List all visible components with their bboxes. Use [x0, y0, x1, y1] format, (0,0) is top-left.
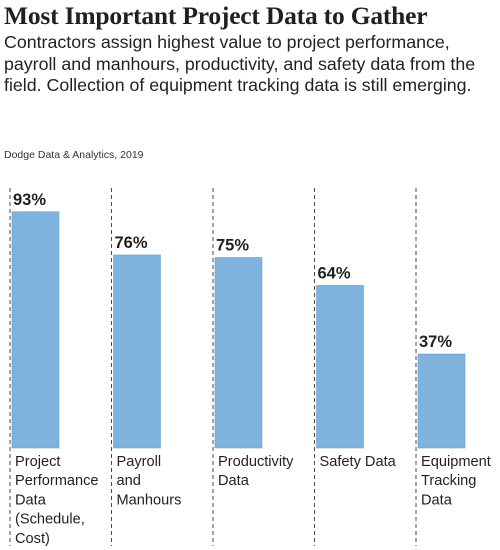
bar-2	[113, 254, 161, 449]
category-label: Equipment Tracking Data	[421, 454, 491, 508]
category-label-line: Tracking	[421, 473, 476, 489]
category-label-line: Data	[15, 492, 47, 508]
category-label-line: and	[117, 473, 141, 489]
category-label-line: Project	[15, 454, 60, 470]
category-label-line: Performance	[15, 473, 99, 489]
category-label-line: Data	[421, 492, 453, 508]
category-label: Safety Data	[320, 454, 397, 470]
value-label: 76%	[115, 234, 148, 252]
category-label: Payroll and Manhours	[117, 454, 182, 508]
category-label-line: Payroll	[117, 454, 162, 470]
category-label-line: Equipment	[421, 454, 491, 470]
source-note: Dodge Data & Analytics, 2019	[4, 149, 144, 161]
bar-5	[417, 353, 466, 449]
value-label: 93%	[13, 191, 46, 209]
value-label: 75%	[216, 237, 249, 255]
bar-1	[11, 211, 60, 449]
chart-title: Most Important Project Data to Gather	[4, 1, 428, 30]
category-label-line: Productivity	[218, 454, 294, 470]
category-label: Project Performance Data (Schedule, Cost)	[15, 454, 99, 547]
category-label-line: Data	[218, 473, 250, 489]
bar-4	[316, 285, 364, 449]
bar-3	[214, 257, 263, 449]
category-label-line: Manhours	[117, 492, 182, 508]
category-label: Productivity Data	[218, 454, 294, 489]
category-label-line: (Schedule,	[15, 512, 85, 528]
category-label-line: Safety Data	[320, 454, 397, 470]
value-label: 64%	[318, 264, 351, 282]
value-label: 37%	[419, 333, 452, 351]
chart-subtitle: Contractors assign highest value to proj…	[4, 32, 476, 95]
category-label-line: Cost)	[15, 531, 50, 547]
